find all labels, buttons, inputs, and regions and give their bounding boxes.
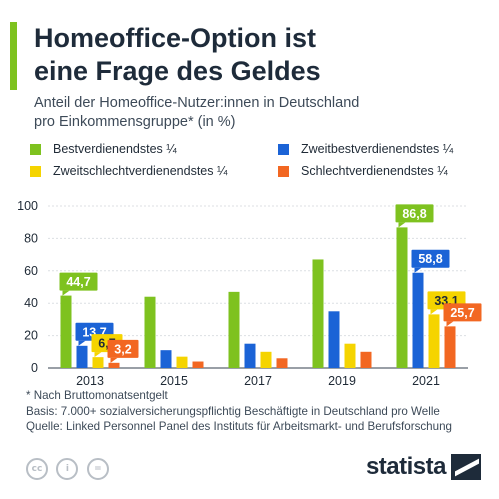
chart-title: Homeoffice-Option ist eine Frage des Gel… xyxy=(34,22,484,88)
legend-swatch-4 xyxy=(278,165,289,177)
bar-2017-s1 xyxy=(228,291,240,368)
data-label-bg xyxy=(107,339,139,358)
bar-2019-s1 xyxy=(312,259,324,368)
data-label-pointer xyxy=(78,340,86,346)
x-tick-label: 2015 xyxy=(160,374,188,388)
bar-2013-s2 xyxy=(76,345,88,368)
bar-2017-s4 xyxy=(276,358,288,368)
bar-2021-s4 xyxy=(444,326,456,368)
legend-item-2: Zweitbestverdienendstes ¼ xyxy=(278,142,453,156)
bar-2017-s2 xyxy=(244,343,256,368)
bar-2021-s2 xyxy=(412,272,424,368)
chart-subtitle: Anteil der Homeoffice-Nutzer:innen in De… xyxy=(34,94,484,132)
bar-2013-s1 xyxy=(60,295,72,368)
data-label: 25,7 xyxy=(450,306,474,320)
footnote-3: Quelle: Linked Personnel Panel des Insti… xyxy=(26,420,452,433)
footnote-2: Basis: 7.000+ sozialversicherungspflicht… xyxy=(26,404,440,418)
legend-swatch-3 xyxy=(30,165,41,177)
data-label-pointer xyxy=(446,321,454,327)
subtitle-line-1: Anteil der Homeoffice-Nutzer:innen in De… xyxy=(34,95,360,111)
y-tick-label: 20 xyxy=(24,329,38,343)
statista-logo-icon xyxy=(451,454,481,480)
x-tick-label: 2019 xyxy=(328,374,356,388)
bar-2015-s4 xyxy=(192,361,204,368)
data-label: 86,8 xyxy=(402,207,426,221)
bar-2013-s3 xyxy=(92,357,104,368)
data-label-pointer xyxy=(414,267,422,273)
bar-2015-s3 xyxy=(176,356,188,368)
bar-2019-s2 xyxy=(328,311,340,368)
legend-item-3: Zweitschlechtverdienendstes ¼ xyxy=(30,164,227,178)
brand-logo[interactable]: statista xyxy=(366,453,481,481)
subtitle-line-2: pro Einkommensgruppe* (in %) xyxy=(34,114,236,130)
data-label-pointer xyxy=(430,309,438,315)
footnotes: * Nach Bruttomonatsentgelt Basis: 7.000+… xyxy=(26,388,496,435)
y-tick-label: 60 xyxy=(24,264,38,278)
bar-2015-s1 xyxy=(144,296,156,368)
bar-2019-s3 xyxy=(344,343,356,368)
y-tick-label: 100 xyxy=(17,199,38,213)
data-label-bg xyxy=(59,272,98,291)
legend-swatch-2 xyxy=(278,143,289,155)
license-icons: cc i = xyxy=(26,458,113,480)
data-label-pointer xyxy=(62,290,70,296)
brand-name: statista xyxy=(365,453,447,480)
data-label: 44,7 xyxy=(66,275,90,289)
legend-label-4: Schlechtverdienendstes ¼ xyxy=(301,164,448,178)
legend-label-3: Zweitschlechtverdienendstes ¼ xyxy=(53,164,228,178)
title-line-1: Homeoffice-Option ist xyxy=(34,23,316,53)
y-tick-label: 0 xyxy=(31,361,38,375)
data-label: 58,8 xyxy=(418,252,442,266)
legend-label-1: Bestverdienendstes ¼ xyxy=(53,142,177,156)
bar-2013-s4 xyxy=(108,362,120,368)
legend-swatch-1 xyxy=(30,143,41,155)
attribution-icon[interactable]: i xyxy=(56,458,79,480)
y-tick-label: 40 xyxy=(24,296,38,310)
x-tick-label: 2013 xyxy=(76,374,104,388)
data-label-pointer xyxy=(398,222,406,228)
data-label-bg xyxy=(395,204,434,223)
legend-item-1: Bestverdienendstes ¼ xyxy=(30,142,177,156)
legend-item-4: Schlechtverdienendstes ¼ xyxy=(278,164,448,178)
noderivs-icon[interactable]: = xyxy=(86,458,109,480)
x-tick-label: 2021 xyxy=(412,374,440,388)
legend-label-2: Zweitbestverdienendstes ¼ xyxy=(301,142,454,156)
bar-2017-s3 xyxy=(260,351,272,368)
bar-2015-s2 xyxy=(160,350,172,368)
bar-2021-s1 xyxy=(396,227,408,368)
legend: Bestverdienendstes ¼ Zweitbestverdienend… xyxy=(30,142,490,186)
data-label-pointer xyxy=(94,352,102,358)
x-tick-label: 2017 xyxy=(244,374,272,388)
bar-2019-s4 xyxy=(360,351,372,368)
data-label: 3,2 xyxy=(114,342,131,356)
accent-bar xyxy=(10,22,17,90)
data-label-bg xyxy=(411,249,450,268)
y-tick-label: 80 xyxy=(24,231,38,245)
data-label-pointer xyxy=(110,357,118,363)
title-line-2: eine Frage des Geldes xyxy=(34,56,321,86)
footnote-1: * Nach Bruttomonatsentgelt xyxy=(26,389,168,402)
data-label-bg xyxy=(443,303,482,322)
bar-2021-s3 xyxy=(428,314,440,368)
cc-icon[interactable]: cc xyxy=(26,458,48,480)
